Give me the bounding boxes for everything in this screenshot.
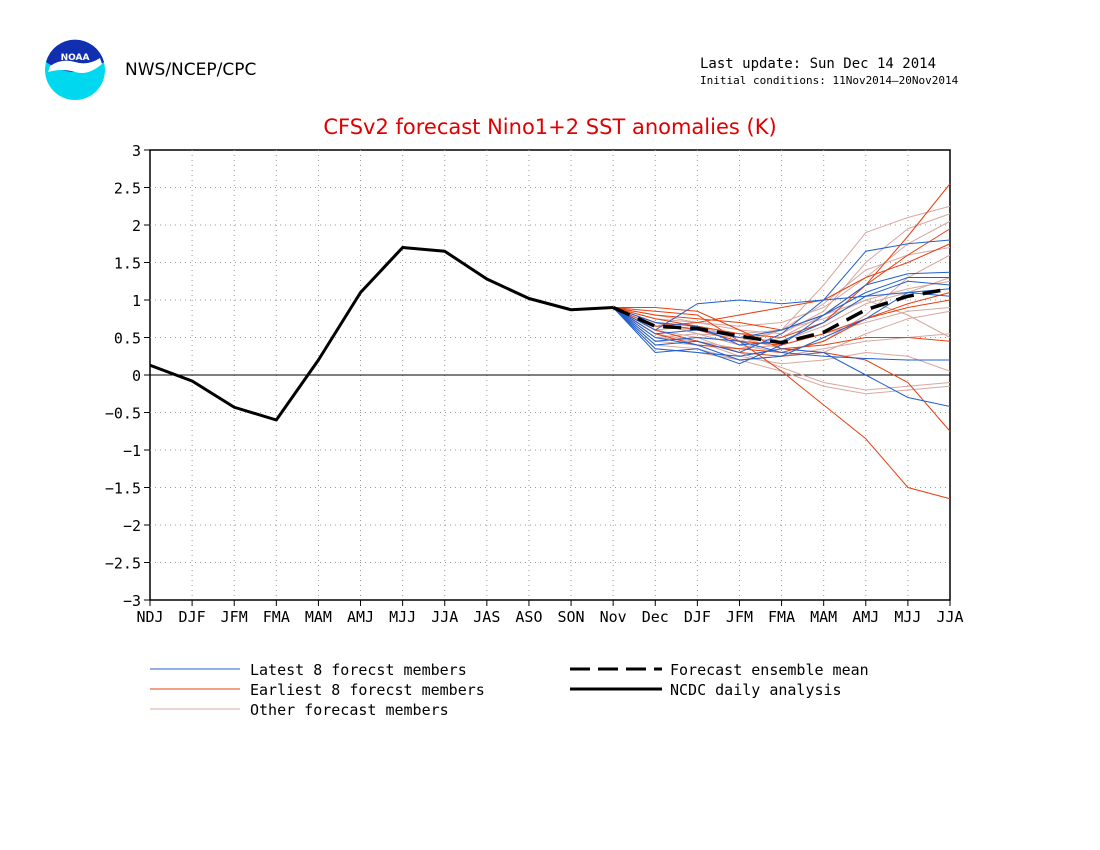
x-tick-label: ASO	[515, 608, 542, 626]
analysis-line	[149, 246, 614, 422]
x-tick-label: Dec	[642, 608, 669, 626]
latest-member-line	[612, 239, 951, 354]
other-member-line	[612, 307, 951, 372]
noaa-logo-text: NOAA	[61, 53, 90, 63]
x-tick-label: FMA	[768, 608, 795, 626]
y-tick-label: −0.5	[105, 405, 141, 423]
y-tick-label: 2	[132, 217, 141, 235]
x-tick-label: MAM	[810, 608, 837, 626]
y-tick-label: 1	[132, 292, 141, 310]
legend-label-other: Other forecast members	[250, 701, 449, 719]
latest-member-line	[612, 277, 950, 339]
x-tick-label: NDJ	[136, 608, 163, 626]
y-tick-label: −1	[123, 442, 141, 460]
legend-label-analysis: NCDC daily analysis	[670, 681, 842, 699]
x-tick-label: AMJ	[347, 608, 374, 626]
latest-member-line	[612, 307, 951, 407]
ensemble-mean-series	[612, 287, 951, 345]
y-tick-label: 0	[132, 367, 141, 385]
x-tick-label: JJA	[936, 608, 963, 626]
legend: Latest 8 forecst members Earliest 8 fore…	[150, 661, 869, 719]
x-tick-label: DJF	[179, 608, 206, 626]
x-tick-label: JAS	[473, 608, 500, 626]
ensemble-mean-line	[612, 287, 951, 345]
y-tick-label: −2.5	[105, 555, 141, 573]
x-tick-label: MJJ	[389, 608, 416, 626]
x-tick-label: JJA	[431, 608, 458, 626]
legend-label-latest: Latest 8 forecst members	[250, 661, 467, 679]
analysis-series	[149, 246, 614, 422]
other-member-line	[613, 220, 951, 327]
x-tick-label: DJF	[684, 608, 711, 626]
noaa-logo: NOAA	[45, 39, 105, 100]
initial-conditions: Initial conditions: 11Nov2014–20Nov2014	[700, 74, 959, 87]
legend-label-earliest: Earliest 8 forecst members	[250, 681, 485, 699]
latest-member-line	[612, 271, 951, 365]
x-tick-label: MAM	[305, 608, 332, 626]
x-tick-label: SON	[558, 608, 585, 626]
x-tick-label: JFM	[726, 608, 753, 626]
earliest-member-line	[612, 243, 951, 327]
y-tick-label: −1.5	[105, 480, 141, 498]
x-tick-label: Nov	[600, 608, 627, 626]
y-tick-label: 3	[132, 142, 141, 160]
x-tick-label: AMJ	[852, 608, 879, 626]
agency-label: NWS/NCEP/CPC	[125, 60, 257, 80]
y-tick-label: −2	[123, 517, 141, 535]
y-tick-label: −3	[123, 592, 141, 610]
chart-title: CFSv2 forecast Nino1+2 SST anomalies (K)	[323, 115, 777, 139]
latest-member-line	[612, 288, 951, 331]
y-tick-label: 1.5	[114, 255, 141, 273]
y-axis: 3 2.5 2 1.5 1 0.5 0 −0.5 −1 −1.5 −2 −2.5 −3	[105, 142, 150, 610]
latest-members-series	[612, 239, 951, 407]
y-tick-label: 2.5	[114, 180, 141, 198]
latest-member-line	[612, 307, 950, 361]
x-tick-label: FMA	[263, 608, 290, 626]
y-tick-label: 0.5	[114, 330, 141, 348]
legend-label-mean: Forecast ensemble mean	[670, 661, 869, 679]
last-update: Last update: Sun Dec 14 2014	[700, 56, 937, 72]
earliest-member-line	[613, 307, 951, 500]
x-tick-label: JFM	[221, 608, 248, 626]
x-tick-label: MJJ	[894, 608, 921, 626]
x-axis: NDJ DJF JFM FMA MAM AMJ MJJ JJA JAS ASO SON Nov Dec D…	[136, 600, 964, 626]
